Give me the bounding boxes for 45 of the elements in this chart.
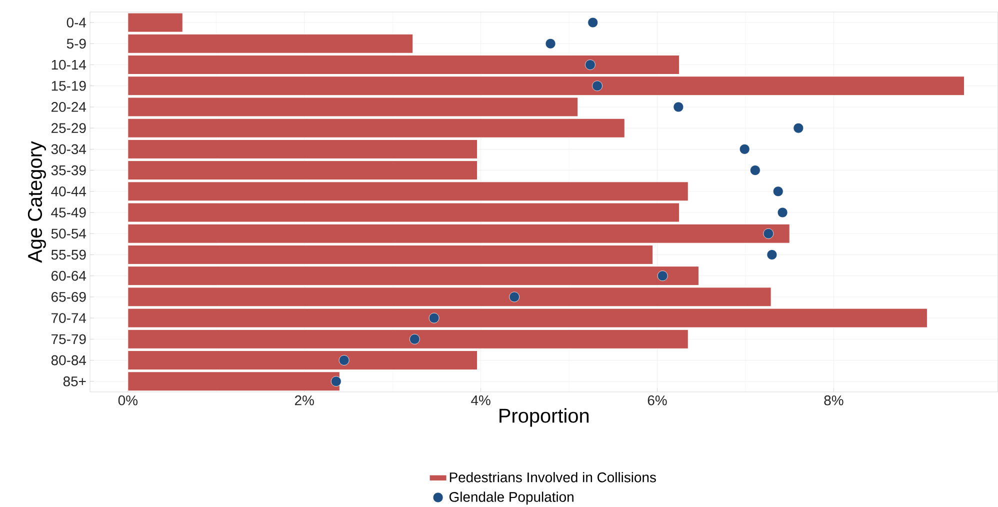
y-tick-label: 80-84 — [51, 355, 86, 366]
point — [585, 59, 596, 70]
point — [772, 186, 784, 196]
y-tick-label: 40-44 — [51, 186, 86, 196]
y-tick-label: 55-59 — [51, 250, 86, 260]
point — [409, 334, 420, 344]
x-tick-label: 0% — [118, 395, 138, 406]
y-tick-label: 65-69 — [52, 292, 86, 302]
y-tick-label: 45-49 — [51, 207, 86, 218]
point — [592, 80, 602, 91]
y-tick-label: 50-54 — [51, 228, 86, 238]
legend-label: Glendale Population — [449, 492, 574, 505]
y-tick-label: 70-74 — [52, 312, 86, 323]
point — [777, 207, 788, 218]
point — [509, 292, 520, 302]
point — [739, 144, 750, 154]
y-tick-label: 0-4 — [66, 17, 86, 28]
y-tick-label: 25-29 — [52, 123, 86, 133]
y-tick-label: 20-24 — [52, 102, 86, 112]
x-tick-label: 2% — [294, 395, 314, 406]
y-axis-title: Age Category — [28, 141, 46, 263]
y-tick-label: 15-19 — [52, 80, 86, 91]
point — [763, 228, 774, 239]
x-tick-label: 6% — [648, 395, 667, 406]
x-axis-title: Proportion — [500, 408, 589, 427]
point — [657, 270, 668, 281]
y-tick-label: 30-34 — [51, 144, 86, 154]
point — [750, 164, 760, 176]
point — [338, 354, 350, 366]
point — [793, 122, 804, 134]
point — [330, 376, 342, 386]
y-tick-label: 75-79 — [52, 334, 86, 344]
legend-label: Pedestrians Involved in Collisions — [450, 472, 656, 482]
point — [673, 102, 684, 112]
x-tick-label: 4% — [471, 395, 490, 406]
point — [428, 312, 440, 324]
point — [766, 249, 778, 260]
point — [545, 38, 556, 49]
x-tick-label: 8% — [824, 395, 844, 406]
y-tick-label: 85+ — [63, 376, 86, 386]
point — [588, 17, 598, 28]
y-tick-label: 5-9 — [66, 38, 86, 48]
y-tick-label: 60-64 — [52, 270, 86, 281]
y-tick-label: 10-14 — [52, 60, 86, 70]
y-tick-label: 35-39 — [51, 165, 86, 176]
